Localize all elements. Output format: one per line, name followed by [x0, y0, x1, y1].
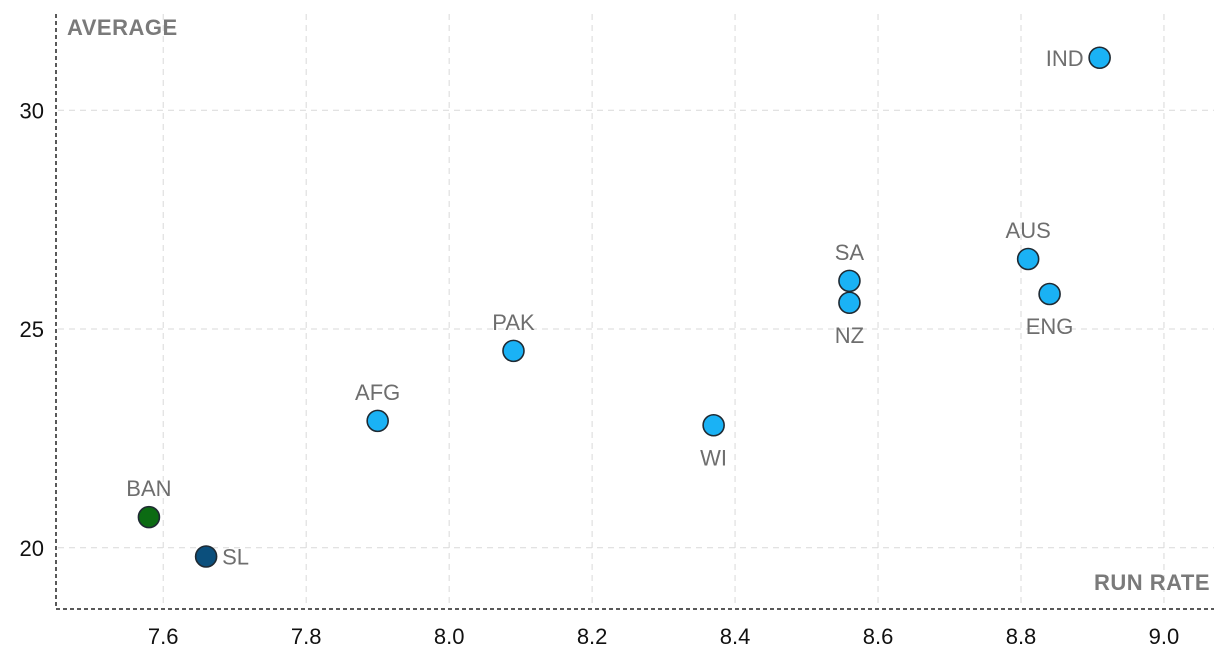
x-tick-label: 8.2 — [577, 624, 608, 649]
point-label-eng: ENG — [1026, 314, 1074, 339]
data-point-sl — [194, 545, 218, 568]
y-tick-label: 25 — [20, 317, 44, 342]
y-tick-label: 20 — [20, 536, 44, 561]
x-axis-title: RUN RATE — [1094, 570, 1210, 595]
data-point-aus — [1016, 247, 1040, 271]
point-label-wi: WI — [700, 445, 727, 470]
y-axis-title: AVERAGE — [67, 15, 178, 40]
data-point-ban — [137, 505, 161, 529]
data-points — [137, 46, 1111, 568]
x-tick-label: 8.8 — [1006, 624, 1037, 649]
data-point-eng — [1038, 282, 1061, 306]
data-point-sa — [838, 269, 861, 293]
point-label-sa: SA — [835, 240, 865, 265]
x-tick-label: 7.8 — [291, 624, 322, 649]
x-tick-label: 8.4 — [720, 624, 751, 649]
point-label-pak: PAK — [492, 310, 535, 335]
point-label-afg: AFG — [355, 380, 400, 405]
y-tick-label: 30 — [20, 98, 44, 123]
x-tick-label: 7.6 — [148, 624, 179, 649]
point-label-ban: BAN — [126, 476, 171, 501]
data-point-nz — [838, 291, 861, 315]
point-label-ind: IND — [1046, 46, 1084, 71]
point-label-sl: SL — [222, 545, 249, 570]
tick-labels: 7.6 7.8 8.0 8.2 8.4 8.6 8.8 9.0 20 25 30 — [20, 98, 1180, 649]
axes — [55, 14, 1214, 610]
x-tick-label: 8.6 — [863, 624, 894, 649]
data-point-afg — [366, 409, 389, 433]
grid — [58, 14, 1214, 607]
x-tick-label: 9.0 — [1149, 624, 1180, 649]
point-label-nz: NZ — [835, 323, 864, 348]
data-point-ind — [1088, 46, 1111, 70]
data-point-wi — [702, 413, 725, 437]
point-labels: IND AUS ENG SA NZ PAK AFG WI BAN SL — [126, 46, 1083, 570]
x-tick-label: 8.0 — [434, 624, 465, 649]
data-point-pak — [502, 339, 525, 363]
point-label-aus: AUS — [1006, 218, 1051, 243]
